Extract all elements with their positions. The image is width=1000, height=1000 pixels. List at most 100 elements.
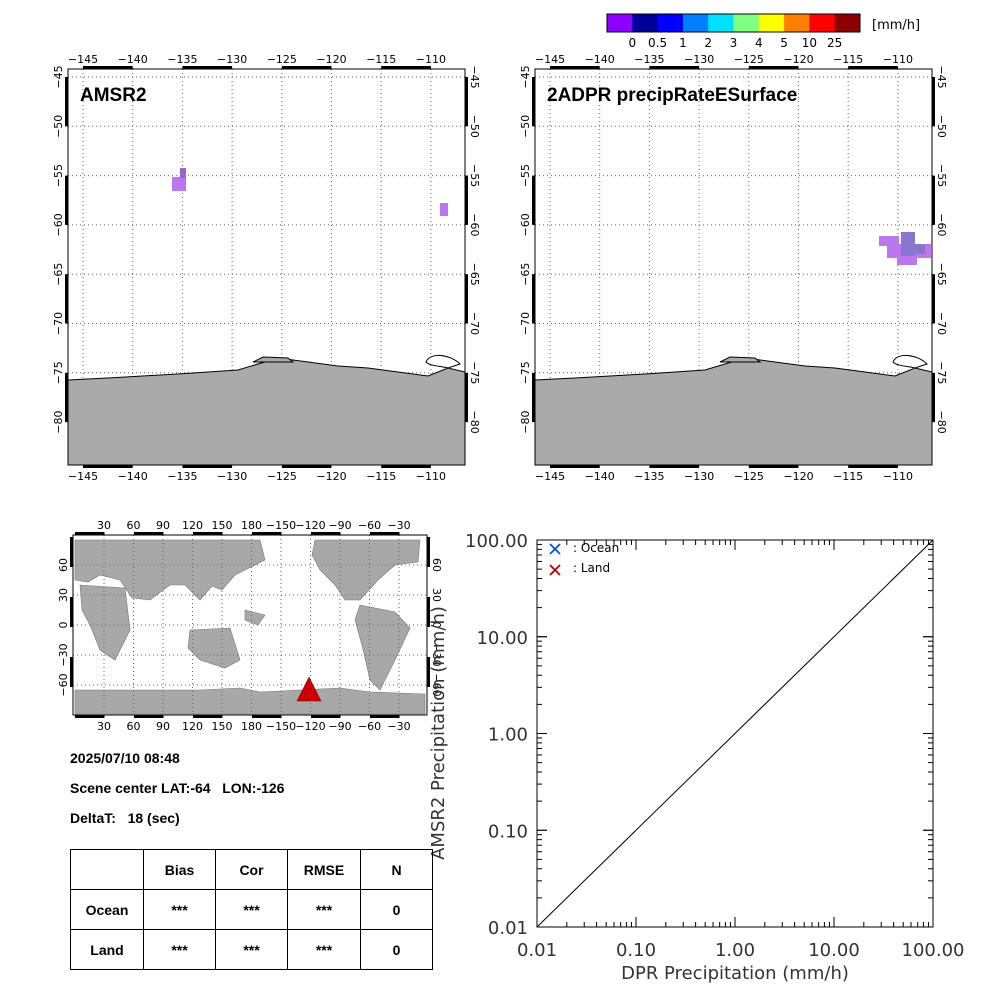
lon-label: −140 [585,470,615,483]
lat-label: 30 [57,588,70,602]
lon-label: −135 [167,470,197,483]
lat-label: −80 [519,410,532,433]
lat-label: −45 [519,65,532,88]
table-cell: 0 [360,889,433,930]
map-axis-labels: −145 −145 −140 −140 −135 −135 −130 −130 −125 −125… [519,53,948,483]
lon-label: −90 [328,720,351,733]
lat-label: −65 [52,263,65,286]
lat-label: −60 [57,673,70,696]
lon-label: −130 [684,53,714,66]
statistics-table: Bias Cor RMSE N Ocean *** *** *** 0 Land… [70,849,433,970]
lat-label: −45 [52,65,65,88]
deltat-text: DeltaT: 18 (sec) [70,810,180,826]
table-cell: *** [287,889,361,930]
lat-label: −30 [430,643,443,666]
lat-label: −60 [430,673,443,696]
colorbar-tick-label: 4 [755,36,763,50]
lon-label: 120 [182,720,203,733]
table-cell: *** [287,929,361,970]
island [425,355,461,369]
colorbar-swatch [758,14,785,32]
lat-label: −80 [52,410,65,433]
lat-label: −55 [935,164,948,187]
lat-label: −75 [52,361,65,384]
lon-label: −145 [535,470,565,483]
landmass [74,539,266,601]
ice-shelf [252,356,295,363]
y-tick-label: 100.00 [465,531,528,552]
lat-label: −50 [519,115,532,138]
lat-label: −70 [935,312,948,335]
ice-shelf [719,356,762,363]
lon-label: 120 [182,519,203,532]
lat-label: −30 [57,643,70,666]
precip-pixel [172,177,186,191]
legend-ocean-label: : Ocean [573,541,619,555]
lon-label: −135 [634,470,664,483]
lon-label: −125 [267,470,297,483]
colorbar-swatch [809,14,836,32]
lon-label: −120 [295,720,325,733]
y-axis-label: AMSR2 Precipitation (mm/h) [428,606,449,860]
lon-label: −135 [634,53,664,66]
lon-label: −140 [118,470,148,483]
table-row: Land *** *** *** 0 [70,929,433,970]
colorbar-swatch [682,14,709,32]
lon-label: −110 [883,470,913,483]
lat-label: 60 [430,558,443,572]
colorbar-tick-label: 1 [679,36,687,50]
scene-center-text: Scene center LAT:-64 LON:-126 [70,780,285,796]
lat-label: −60 [52,213,65,236]
table-cell: Ocean [70,889,144,930]
colorbar-swatch [834,14,861,32]
table-cell: *** [215,929,288,970]
precip-pixels [172,168,448,216]
map-title: AMSR2 [80,85,147,106]
datetime-text: 2025/07/10 08:48 [70,750,180,766]
colorbar-tick-label: 0 [628,36,636,50]
lon-label: −115 [833,470,863,483]
lon-label: −145 [68,53,98,66]
lon-label: −140 [585,53,615,66]
lon-label: −130 [217,470,247,483]
lon-label: 30 [97,519,111,532]
table-cell: *** [143,889,216,930]
table-header-cell [70,849,144,890]
lon-label: −150 [266,720,296,733]
lat-label: −50 [52,115,65,138]
lon-label: −125 [267,53,297,66]
lon-label: 60 [127,720,141,733]
lon-label: −135 [167,53,197,66]
lon-label: −115 [366,470,396,483]
colorbar-tick-label: 3 [730,36,738,50]
lon-label: 60 [127,519,141,532]
landmass [187,627,241,669]
lon-label: −110 [416,470,446,483]
table-header-cell: Bias [143,849,216,890]
precip-pixels [879,232,931,265]
map-axis-labels: −145 −145 −140 −140 −135 −135 −130 −130 −125 −125… [52,53,481,483]
precip-pixel [879,236,899,246]
lat-label: −60 [519,213,532,236]
colorbar-tick-label: 0.5 [648,36,667,50]
lon-label: −150 [266,519,296,532]
island [892,355,928,369]
x-tick-label: 0.01 [517,940,557,961]
dpr-map-panel: −145 −145 −140 −140 −135 −135 −130 −130 −125 −125… [519,53,948,483]
y-tick-label: 0.10 [488,821,528,842]
precip-pixel [440,203,448,216]
precip-pixel [911,244,925,254]
lon-label: 180 [241,720,262,733]
lon-label: 150 [212,519,233,532]
lon-label: −145 [535,53,565,66]
colorbar-frame [606,13,861,33]
scene-location-marker [296,676,322,702]
table-cell: Land [70,929,144,970]
scatter-plot: 0.01 0.10 1.00 10.00 100.00 0.01 0.10 1.00 10.00… [428,531,964,984]
map-border-bars [532,66,935,468]
lat-label: −45 [935,65,948,88]
colorbar: 0 0.5 1 2 3 4 5 10 25 [mm/h] [606,13,920,50]
y-tick-label: 1.00 [488,725,528,746]
